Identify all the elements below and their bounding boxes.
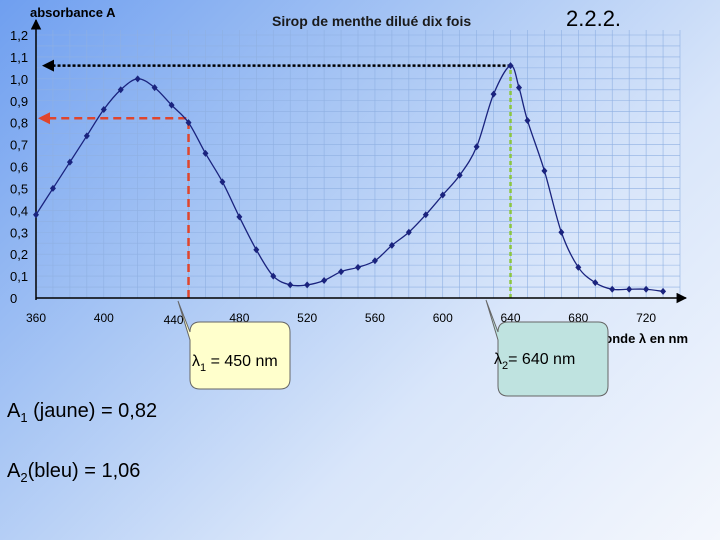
series-point — [151, 84, 158, 92]
a2-result: A2(bleu) = 1,06 — [7, 460, 141, 485]
series-point — [371, 257, 378, 265]
chart-title: Sirop de menthe dilué dix fois — [272, 13, 471, 29]
series-point — [270, 272, 277, 280]
y-tick-label: 1,0 — [10, 72, 28, 87]
series-point — [592, 279, 599, 287]
y-tick-label: 0,5 — [10, 181, 28, 196]
x-tick-label: 720 — [636, 311, 656, 325]
y-tick-label: 0,6 — [10, 160, 28, 175]
y-tick-label: 0,8 — [10, 116, 28, 131]
lambda1-text: λ1 = 450 nm — [192, 353, 278, 374]
y-axis-label: absorbance A — [30, 5, 116, 20]
x-tick-label: 360 — [26, 311, 46, 325]
lambda2-text: λ2= 640 nm — [494, 351, 575, 372]
series-point — [422, 211, 429, 219]
series-point — [304, 281, 311, 289]
series-point — [185, 119, 192, 127]
series-point — [100, 106, 107, 114]
lambda2-guide-arrow — [42, 59, 54, 72]
y-tick-label: 0,2 — [10, 247, 28, 262]
x-tick-label: 400 — [94, 311, 114, 325]
slide-number: 2.2.2. — [566, 6, 622, 31]
lambda1-callout — [177, 300, 291, 390]
y-tick-label: 0,3 — [10, 225, 28, 240]
series-point — [388, 241, 395, 249]
x-tick-label: 600 — [433, 311, 453, 325]
a1-result: A1 (jaune) = 0,82 — [7, 400, 158, 425]
series-point — [253, 246, 260, 254]
series-point — [202, 149, 209, 157]
series-point — [321, 276, 328, 284]
y-tick-label: 0,9 — [10, 94, 28, 109]
series-point — [490, 90, 497, 98]
series-point — [168, 101, 175, 109]
series-point — [643, 285, 650, 293]
series-line — [35, 65, 664, 293]
y-tick-label: 0,1 — [10, 269, 28, 284]
series-point — [439, 191, 446, 199]
series-point — [626, 285, 633, 293]
series-point — [117, 86, 124, 94]
y-tick-labels: 0 0,1 0,2 0,3 0,4 0,5 0,6 0,7 0,8 0,9 1,0 1,1 1,2 — [10, 28, 28, 306]
y-tick-label: 0,7 — [10, 138, 28, 153]
x-tick-label: 560 — [365, 311, 385, 325]
y-tick-label: 1,1 — [10, 50, 28, 65]
series-point — [507, 62, 514, 70]
series-point — [83, 132, 90, 140]
y-tick-label: 0,4 — [10, 203, 28, 218]
series-point — [338, 268, 345, 276]
series-point — [355, 263, 361, 271]
guide-lines — [38, 59, 512, 298]
series-point — [134, 75, 141, 83]
lambda1-guide — [44, 117, 190, 298]
lambda1-guide-arrow — [38, 112, 50, 125]
x-tick-label: 440 — [164, 313, 184, 327]
series-points — [33, 62, 667, 295]
chart-grid — [36, 30, 681, 298]
series-point — [49, 184, 56, 192]
series-point — [575, 263, 582, 271]
y-tick-label: 1,2 — [10, 28, 28, 43]
series-point — [405, 228, 412, 236]
series-point — [558, 228, 565, 236]
series-point — [456, 171, 463, 179]
series-point — [219, 178, 226, 186]
series-point — [287, 281, 294, 289]
series-point — [516, 84, 522, 92]
series-point — [609, 285, 616, 293]
series-point — [541, 167, 548, 175]
lambda2-callout — [485, 299, 609, 397]
series-point — [524, 116, 531, 124]
series-point — [66, 158, 73, 166]
series-point — [33, 211, 39, 219]
x-tick-label: 520 — [297, 311, 317, 325]
series-point — [236, 213, 243, 221]
series-point — [660, 287, 667, 295]
series-point — [473, 143, 480, 151]
y-tick-label: 0 — [10, 291, 17, 306]
